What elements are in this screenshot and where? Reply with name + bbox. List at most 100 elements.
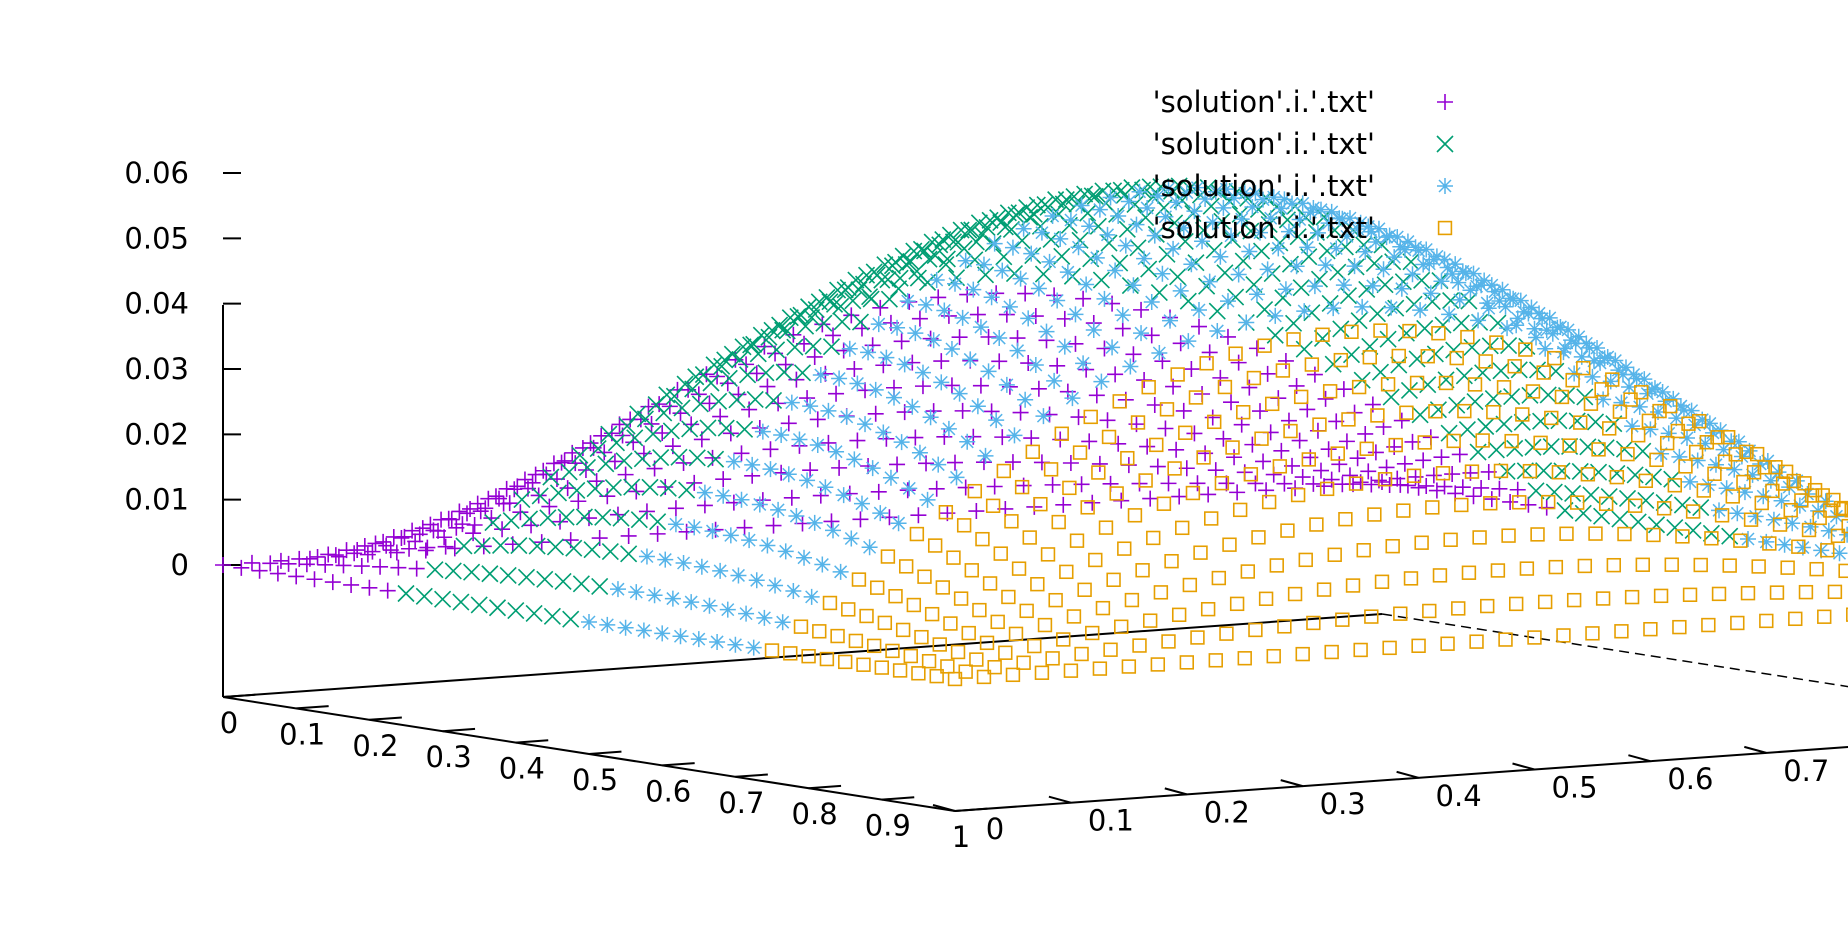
surface-point bbox=[749, 345, 767, 363]
surface-point bbox=[1035, 408, 1052, 425]
surface-point bbox=[1797, 476, 1812, 491]
surface-point bbox=[704, 449, 721, 466]
surface-point bbox=[1077, 582, 1092, 597]
legend-label: 'solution'.i.'.txt' bbox=[1153, 211, 1375, 245]
surface-point bbox=[512, 504, 529, 521]
surface-point bbox=[620, 545, 638, 563]
surface-point bbox=[1451, 446, 1468, 463]
surface-point bbox=[1159, 402, 1175, 417]
surface-point bbox=[404, 522, 421, 539]
surface-point bbox=[568, 481, 586, 500]
surface-point bbox=[1547, 350, 1562, 366]
surface-point bbox=[1736, 484, 1753, 501]
surface-point bbox=[536, 570, 554, 588]
surface-point bbox=[872, 505, 889, 522]
surface-point bbox=[1386, 249, 1403, 266]
surface-point bbox=[1270, 240, 1287, 257]
surface-point bbox=[1696, 483, 1711, 498]
surface-point bbox=[875, 424, 892, 441]
surface-point bbox=[1338, 228, 1355, 245]
surface-point bbox=[861, 539, 878, 556]
surface-point bbox=[1051, 514, 1066, 530]
surface-point bbox=[878, 430, 895, 447]
surface-point bbox=[1826, 492, 1841, 508]
surface-point bbox=[1275, 363, 1291, 378]
surface-point bbox=[1223, 231, 1242, 249]
surface-point bbox=[567, 455, 584, 472]
surface-point bbox=[440, 510, 457, 527]
surface-point bbox=[980, 363, 997, 380]
surface-point bbox=[1252, 224, 1268, 241]
surface-point bbox=[819, 651, 835, 667]
surface-point bbox=[1215, 430, 1232, 447]
surface-point bbox=[1175, 219, 1192, 236]
surface-point bbox=[1277, 352, 1294, 369]
surface-point bbox=[725, 453, 742, 470]
surface-point bbox=[1127, 508, 1143, 523]
surface-point bbox=[1104, 339, 1121, 356]
y-tick-label: 0.7 bbox=[1783, 754, 1829, 788]
surface-point bbox=[701, 395, 718, 412]
surface-point bbox=[338, 542, 355, 559]
x-tick-label: 0.6 bbox=[645, 774, 691, 808]
surface-point bbox=[1299, 239, 1316, 256]
surface-point bbox=[849, 375, 866, 392]
surface-point bbox=[288, 568, 305, 585]
y-tick-label: 0.2 bbox=[1204, 795, 1250, 829]
surface-point bbox=[1109, 486, 1124, 501]
surface-point bbox=[1397, 324, 1415, 342]
surface-point bbox=[704, 523, 721, 540]
surface-point bbox=[791, 431, 808, 448]
surface-point bbox=[1597, 439, 1615, 457]
surface-point bbox=[1280, 523, 1295, 538]
surface-point bbox=[1197, 191, 1214, 208]
surface-point bbox=[1744, 466, 1761, 483]
surface-point bbox=[1284, 195, 1301, 212]
surface-point bbox=[1252, 403, 1268, 420]
surface-point bbox=[820, 402, 837, 419]
surface-point bbox=[914, 378, 931, 395]
surface-point bbox=[1480, 300, 1497, 317]
surface-point bbox=[912, 240, 931, 258]
surface-point bbox=[419, 539, 436, 556]
surface-point bbox=[1290, 487, 1306, 503]
surface-point bbox=[1022, 530, 1037, 545]
surface-point bbox=[1223, 227, 1240, 244]
surface-point bbox=[1444, 466, 1461, 483]
surface-point bbox=[1681, 416, 1696, 431]
surface-point bbox=[1509, 596, 1524, 612]
surface-point bbox=[1728, 447, 1744, 462]
surface-point bbox=[1483, 496, 1498, 511]
surface-point bbox=[698, 366, 715, 383]
legend-marker bbox=[1437, 220, 1453, 236]
surface-point bbox=[1157, 208, 1174, 225]
surface-point bbox=[702, 374, 720, 392]
surface-point bbox=[636, 410, 654, 428]
x-tick-label: 0.4 bbox=[499, 752, 545, 786]
surface-point bbox=[1335, 277, 1352, 294]
surface-point bbox=[1573, 348, 1590, 365]
surface-point bbox=[1357, 425, 1374, 442]
surface-point bbox=[1330, 446, 1345, 461]
surface-point bbox=[951, 329, 968, 346]
surface-point bbox=[1370, 220, 1387, 237]
surface-point bbox=[762, 461, 779, 478]
surface-point bbox=[1222, 537, 1237, 552]
surface-point bbox=[1076, 185, 1094, 203]
surface-point bbox=[1400, 381, 1419, 400]
surface-point bbox=[1740, 585, 1756, 601]
surface-point bbox=[452, 593, 470, 611]
surface-point bbox=[932, 637, 947, 652]
x-tick bbox=[954, 807, 988, 812]
surface-point bbox=[635, 445, 652, 462]
surface-point bbox=[1815, 488, 1830, 503]
surface-point bbox=[1666, 519, 1684, 537]
surface-point bbox=[622, 411, 639, 428]
surface-point bbox=[1833, 500, 1848, 516]
surface-point bbox=[1739, 444, 1754, 460]
surface-point bbox=[575, 508, 593, 526]
surface-point bbox=[1245, 275, 1263, 294]
surface-point bbox=[1230, 354, 1247, 371]
surface-point bbox=[1425, 500, 1440, 515]
surface-point bbox=[1088, 249, 1105, 266]
